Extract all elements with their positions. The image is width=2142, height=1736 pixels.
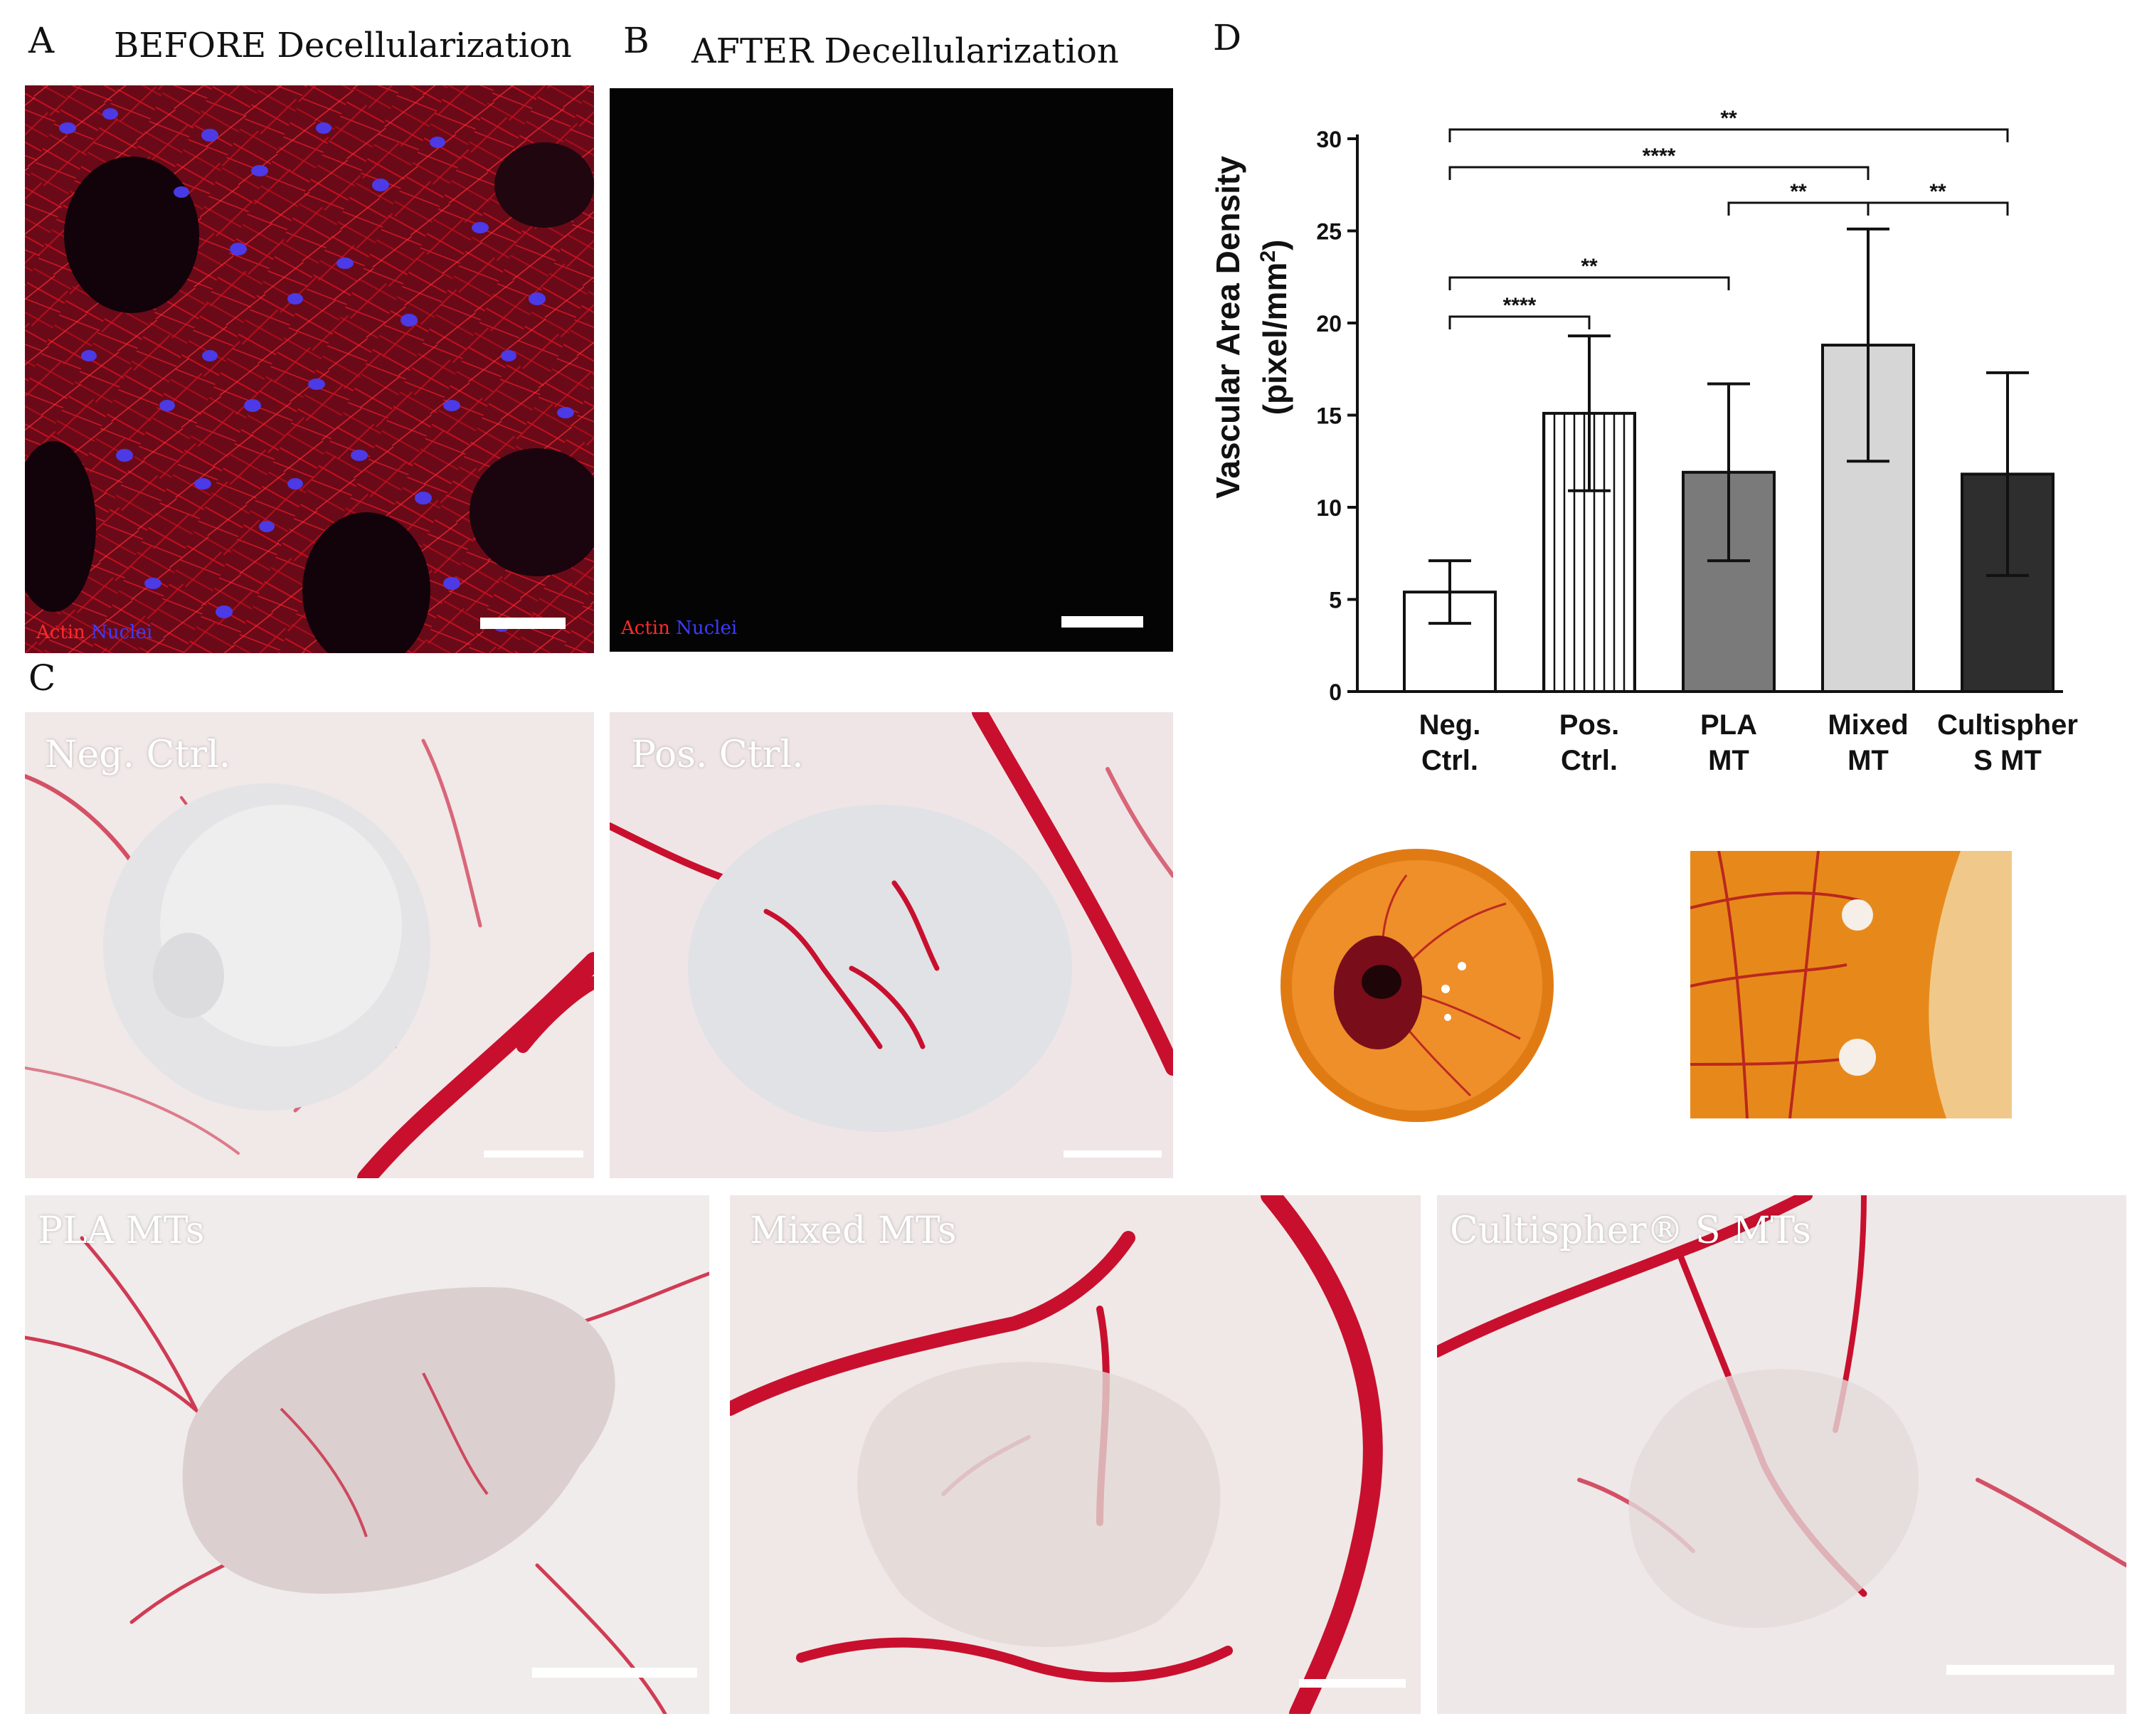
scale-bar [1064, 1150, 1162, 1158]
panel-c-letter: C [28, 657, 56, 699]
y-tick-label: 15 [1316, 403, 1342, 429]
x-tick-label: Ctrl. [1421, 745, 1478, 776]
x-tick-label: Neg. [1419, 709, 1481, 741]
significance-bracket [1727, 201, 1870, 216]
photo-label: Mixed MTs [750, 1210, 957, 1252]
x-tick-label: Pos. [1559, 709, 1619, 741]
panel-b-stain-legend: Actin Nuclei [621, 618, 737, 639]
cam-membrane-image [730, 1195, 1383, 1714]
cam-membrane-image [25, 739, 594, 1178]
y-tick-label: 10 [1316, 495, 1342, 521]
scale-bar [480, 618, 566, 629]
y-axis-label-line2: (pixel/mm2) [1256, 240, 1294, 416]
significance-label: ** [1581, 255, 1598, 278]
x-tick-label: S MT [1973, 745, 2042, 776]
significance-label: ** [1790, 180, 1807, 203]
x-tick-label: MT [1847, 745, 1889, 776]
x-tick-label: MT [1708, 745, 1749, 776]
egg-dish-photo [1278, 840, 1556, 1131]
y-axis-label-line1: Vascular Area Density [1209, 156, 1246, 499]
panel-a-title: BEFORE Decellularization [114, 26, 572, 65]
nuclei-label: Nuclei [91, 622, 153, 643]
cultispher-s-mts-photo: Cultispher® S MTs [1437, 1195, 2126, 1714]
x-tick-label: Cultispher [1937, 709, 2078, 741]
x-tick-label: PLA [1700, 709, 1757, 741]
photo-label: Pos. Ctrl. [631, 734, 804, 776]
panel-d-letter: D [1213, 17, 1242, 58]
photo-label: Neg. Ctrl. [45, 734, 231, 776]
panel-b-letter: B [623, 20, 650, 61]
significance-bracket [1448, 166, 1870, 180]
panel-a-letter: A [28, 20, 55, 61]
scale-bar [532, 1668, 697, 1678]
panel-a-stain-legend: Actin Nuclei [36, 622, 152, 643]
cam-membrane-image [1437, 1195, 2126, 1629]
pos-ctrl-photo: Pos. Ctrl. [610, 712, 1173, 1178]
panel-b-title: AFTER Decellularization [691, 31, 1119, 71]
neg-ctrl-photo: Neg. Ctrl. [25, 712, 594, 1178]
cam-membrane-image [25, 1236, 709, 1714]
significance-bracket [1867, 201, 2009, 216]
photo-label: Cultispher® S MTs [1450, 1210, 1812, 1252]
significance-label: **** [1503, 294, 1537, 317]
actin-label: Actin [621, 618, 670, 639]
y-tick-label: 5 [1329, 588, 1342, 613]
significance-bracket [1448, 128, 2009, 142]
x-tick-label: Ctrl. [1561, 745, 1618, 776]
egg-closeup-image [1690, 851, 2012, 1118]
egg-closeup-photo [1690, 851, 2012, 1118]
significance-bracket [1448, 276, 1730, 290]
panel-b-micrograph: Actin Nuclei [610, 88, 1173, 652]
scale-bar [484, 1150, 583, 1158]
scale-bar [1946, 1665, 2114, 1675]
y-tick-label: 20 [1316, 311, 1342, 337]
y-tick-label: 25 [1316, 219, 1342, 245]
significance-label: **** [1643, 144, 1676, 168]
egg-dish-image [1281, 849, 1554, 1122]
scale-bar [1299, 1679, 1406, 1688]
vascular-density-chart: 0 5 10 15 20 25 30 Neg. Ctrl. Pos. Ctrl. PLA MT Mixed… [1209, 107, 2078, 776]
y-tick-label: 30 [1316, 127, 1342, 152]
panel-a-micrograph: Actin Nuclei [25, 85, 594, 653]
y-tick-label: 0 [1329, 679, 1342, 705]
nuclei-label: Nuclei [676, 618, 738, 639]
pla-mts-photo: PLA MTs [25, 1195, 709, 1714]
actin-label: Actin [36, 622, 85, 643]
significance-bracket [1448, 315, 1591, 329]
x-tick-label: Mixed [1828, 709, 1908, 741]
significance-label: ** [1929, 180, 1946, 203]
photo-label: PLA MTs [38, 1210, 205, 1252]
mixed-mts-photo: Mixed MTs [730, 1195, 1421, 1714]
scale-bar [1061, 616, 1143, 628]
cam-membrane-image [610, 712, 1173, 1132]
significance-label: ** [1720, 107, 1737, 130]
actin-nuclei-image [25, 85, 594, 653]
